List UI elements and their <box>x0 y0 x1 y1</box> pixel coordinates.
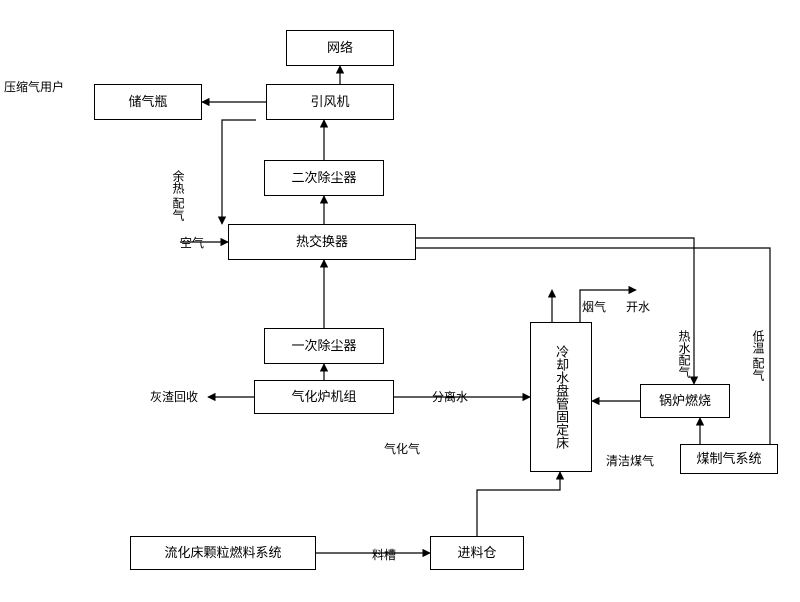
node-induced-fan: 引风机 <box>266 84 394 120</box>
node-boiler: 锅炉燃烧 <box>640 384 730 418</box>
node-label: 气化炉机组 <box>291 390 356 404</box>
label-waste-heat-dist: 余热 配气 <box>170 170 187 221</box>
node-heat-exchanger: 热交换器 <box>228 224 416 260</box>
node-label: 冷却水盘管固定床 <box>554 345 568 449</box>
label-boiled-water: 开水 <box>626 298 650 315</box>
node-secondary-dust: 二次除尘器 <box>264 160 384 196</box>
label-flue-gas: 烟气 <box>582 298 606 315</box>
node-primary-dust: 一次除尘器 <box>264 328 384 364</box>
node-label: 二次除尘器 <box>291 171 356 185</box>
node-feed-bin: 进料仓 <box>430 536 524 570</box>
label-low-temp-dist: 低温 配气 <box>750 330 767 381</box>
node-label: 网络 <box>327 41 353 55</box>
node-label: 一次除尘器 <box>291 339 356 353</box>
node-label: 进料仓 <box>457 546 496 560</box>
label-hot-water-dist: 热水配气 <box>676 330 693 378</box>
node-label: 流化床颗粒燃料系统 <box>164 546 281 560</box>
node-label: 热交换器 <box>296 235 348 249</box>
node-label: 储气瓶 <box>128 95 167 109</box>
label-gasified-gas: 气化气 <box>384 440 420 457</box>
diagram-canvas: 网络 储气瓶 引风机 二次除尘器 热交换器 一次除尘器 气化炉机组 冷却水盘管固… <box>0 0 800 602</box>
node-coal-gas-sys: 煤制气系统 <box>680 444 778 474</box>
label-material-chute: 料槽 <box>372 546 396 563</box>
node-label: 引风机 <box>310 95 349 109</box>
label-separated-water: 分离水 <box>432 388 468 405</box>
node-fluidized-bed: 流化床颗粒燃料系统 <box>130 536 316 570</box>
node-gas-tank: 储气瓶 <box>94 84 202 120</box>
label-air: 空气 <box>180 234 204 251</box>
node-label: 煤制气系统 <box>696 452 761 466</box>
node-fixed-bed: 冷却水盘管固定床 <box>530 322 592 472</box>
node-label: 锅炉燃烧 <box>659 394 711 408</box>
node-gasifier: 气化炉机组 <box>254 380 394 414</box>
label-ash-recovery: 灰渣回收 <box>150 388 198 405</box>
label-compressed-gas-user: 压缩气用户 <box>4 78 64 95</box>
label-clean-coal-gas: 清洁煤气 <box>606 452 654 469</box>
node-network: 网络 <box>286 30 394 66</box>
